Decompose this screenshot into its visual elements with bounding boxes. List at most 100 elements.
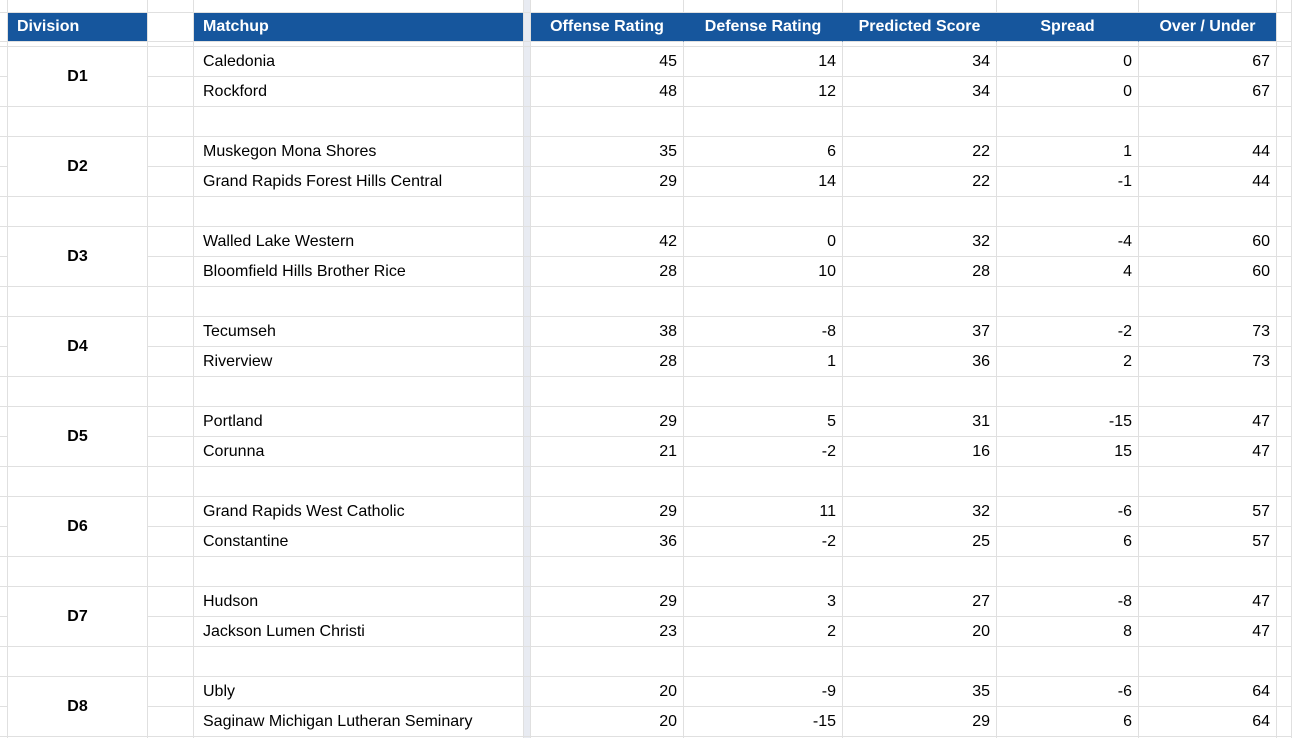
empty-cell[interactable] [531,647,684,677]
division-cell[interactable]: D6 [8,497,148,557]
empty-cell[interactable] [843,377,997,407]
spread-cell[interactable]: 0 [997,77,1139,107]
team-name-cell[interactable]: Hudson [194,587,524,617]
header-over-under[interactable]: Over / Under [1139,13,1277,42]
empty-cell[interactable] [194,557,524,587]
defense-rating-cell[interactable]: 14 [684,47,843,77]
empty-cell[interactable] [1139,377,1277,407]
empty-cell[interactable] [997,377,1139,407]
spread-cell[interactable]: -6 [997,497,1139,527]
division-cell[interactable]: D4 [8,317,148,377]
team-name-cell[interactable]: Jackson Lumen Christi [194,617,524,647]
spread-cell[interactable]: -8 [997,587,1139,617]
division-cell[interactable]: D5 [8,407,148,467]
predicted-score-cell[interactable]: 31 [843,407,997,437]
predicted-score-cell[interactable]: 28 [843,257,997,287]
spread-cell[interactable]: -2 [997,317,1139,347]
empty-cell[interactable] [1139,557,1277,587]
defense-rating-cell[interactable]: 10 [684,257,843,287]
defense-rating-cell[interactable]: 12 [684,77,843,107]
predicted-score-cell[interactable]: 36 [843,347,997,377]
defense-rating-cell[interactable]: -2 [684,527,843,557]
empty-cell[interactable] [194,287,524,317]
defense-rating-cell[interactable]: 14 [684,167,843,197]
empty-cell[interactable] [194,647,524,677]
empty-cell[interactable] [8,377,148,407]
over-under-cell[interactable]: 44 [1139,167,1277,197]
offense-rating-cell[interactable]: 42 [531,227,684,257]
empty-cell[interactable] [8,287,148,317]
empty-cell[interactable] [997,467,1139,497]
offense-rating-cell[interactable]: 28 [531,257,684,287]
over-under-cell[interactable]: 60 [1139,257,1277,287]
team-name-cell[interactable]: Portland [194,407,524,437]
over-under-cell[interactable]: 73 [1139,317,1277,347]
empty-cell[interactable] [194,467,524,497]
empty-cell[interactable] [531,287,684,317]
over-under-cell[interactable]: 57 [1139,497,1277,527]
team-name-cell[interactable]: Caledonia [194,47,524,77]
empty-cell[interactable] [684,287,843,317]
empty-cell[interactable] [843,107,997,137]
spread-cell[interactable]: -6 [997,677,1139,707]
division-cell[interactable]: D3 [8,227,148,287]
empty-cell[interactable] [8,107,148,137]
offense-rating-cell[interactable]: 36 [531,527,684,557]
defense-rating-cell[interactable]: -9 [684,677,843,707]
over-under-cell[interactable]: 47 [1139,617,1277,647]
defense-rating-cell[interactable]: 11 [684,497,843,527]
team-name-cell[interactable]: Corunna [194,437,524,467]
header-division[interactable]: Division [8,13,148,42]
defense-rating-cell[interactable]: -15 [684,707,843,737]
division-cell[interactable]: D2 [8,137,148,197]
empty-cell[interactable] [531,557,684,587]
offense-rating-cell[interactable]: 28 [531,347,684,377]
empty-cell[interactable] [1139,287,1277,317]
empty-cell[interactable] [843,467,997,497]
over-under-cell[interactable]: 47 [1139,407,1277,437]
empty-cell[interactable] [194,197,524,227]
offense-rating-cell[interactable]: 29 [531,587,684,617]
division-cell[interactable]: D8 [8,677,148,737]
defense-rating-cell[interactable]: 2 [684,617,843,647]
defense-rating-cell[interactable]: -2 [684,437,843,467]
over-under-cell[interactable]: 44 [1139,137,1277,167]
division-cell[interactable]: D7 [8,587,148,647]
team-name-cell[interactable]: Ubly [194,677,524,707]
offense-rating-cell[interactable]: 20 [531,677,684,707]
empty-cell[interactable] [997,557,1139,587]
offense-rating-cell[interactable]: 20 [531,707,684,737]
empty-cell[interactable] [1139,197,1277,227]
predicted-score-cell[interactable]: 35 [843,677,997,707]
predicted-score-cell[interactable]: 22 [843,137,997,167]
empty-cell[interactable] [684,557,843,587]
predicted-score-cell[interactable]: 16 [843,437,997,467]
team-name-cell[interactable]: Tecumseh [194,317,524,347]
predicted-score-cell[interactable]: 34 [843,47,997,77]
predicted-score-cell[interactable]: 22 [843,167,997,197]
team-name-cell[interactable]: Grand Rapids West Catholic [194,497,524,527]
empty-cell[interactable] [843,647,997,677]
empty-cell[interactable] [8,467,148,497]
predicted-score-cell[interactable]: 27 [843,587,997,617]
offense-rating-cell[interactable]: 35 [531,137,684,167]
team-name-cell[interactable]: Constantine [194,527,524,557]
over-under-cell[interactable]: 64 [1139,707,1277,737]
offense-rating-cell[interactable]: 38 [531,317,684,347]
header-matchup[interactable]: Matchup [194,13,524,42]
over-under-cell[interactable]: 47 [1139,437,1277,467]
spread-cell[interactable]: 15 [997,437,1139,467]
empty-cell[interactable] [8,197,148,227]
team-name-cell[interactable]: Muskegon Mona Shores [194,137,524,167]
team-name-cell[interactable]: Bloomfield Hills Brother Rice [194,257,524,287]
offense-rating-cell[interactable]: 45 [531,47,684,77]
over-under-cell[interactable]: 73 [1139,347,1277,377]
empty-cell[interactable] [997,287,1139,317]
team-name-cell[interactable]: Rockford [194,77,524,107]
over-under-cell[interactable]: 64 [1139,677,1277,707]
division-cell[interactable]: D1 [8,47,148,107]
spread-cell[interactable]: 4 [997,257,1139,287]
empty-cell[interactable] [843,557,997,587]
over-under-cell[interactable]: 67 [1139,77,1277,107]
spread-cell[interactable]: 6 [997,527,1139,557]
